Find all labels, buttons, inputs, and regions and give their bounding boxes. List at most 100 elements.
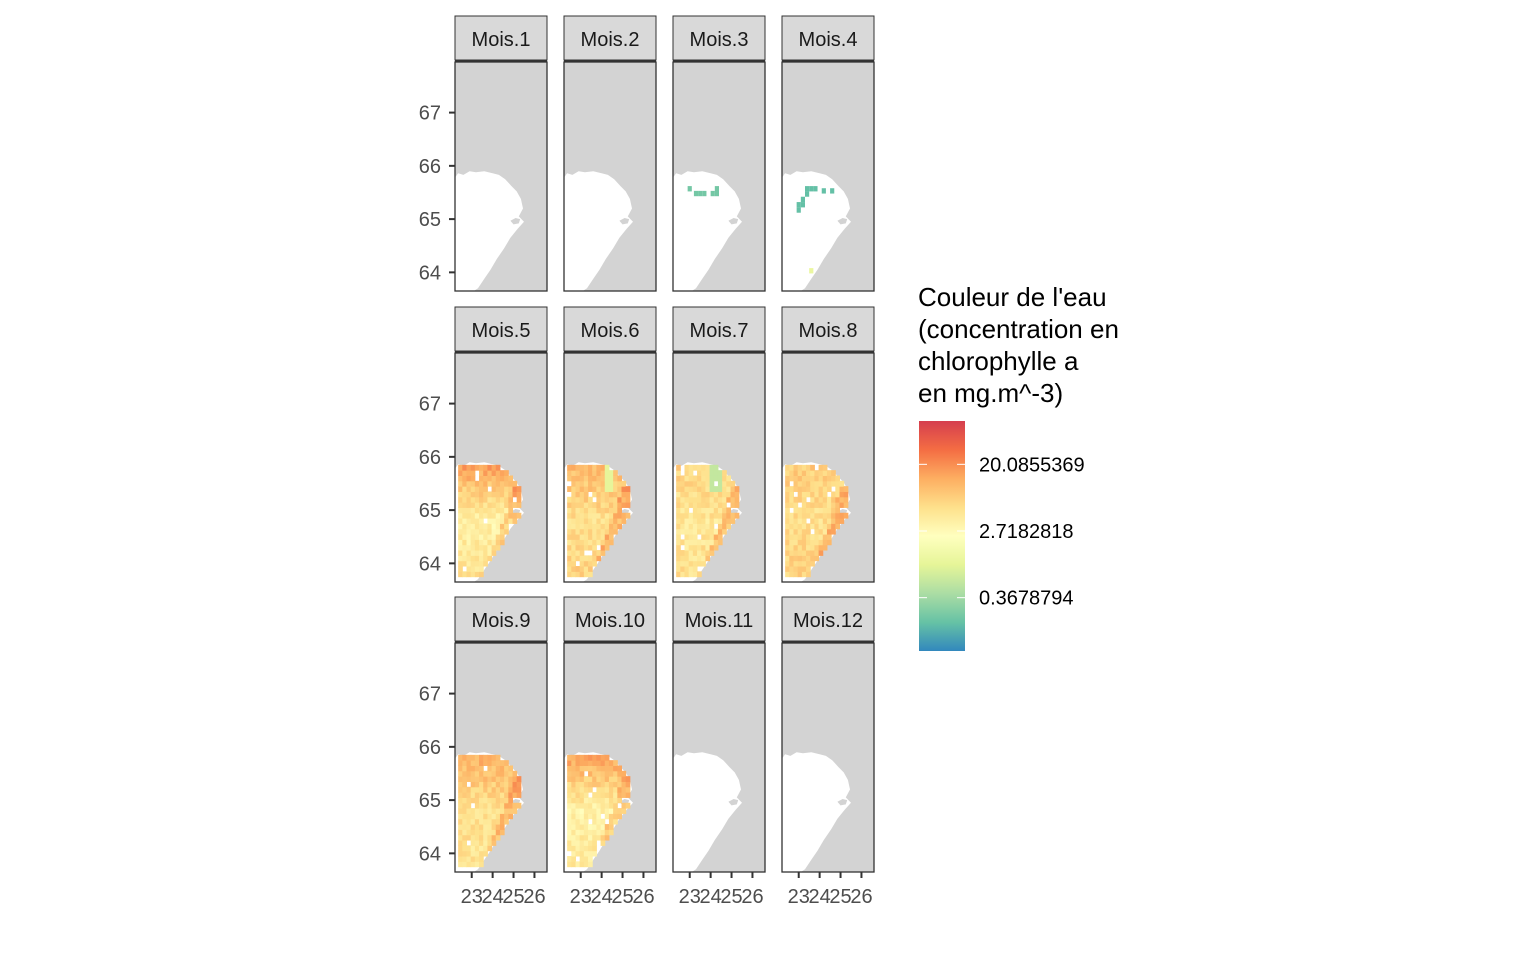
chlorophyll-cell	[462, 760, 467, 766]
chlorophyll-cell	[462, 765, 467, 772]
chlorophyll-cell	[717, 512, 723, 519]
chlorophyll-cell	[801, 539, 807, 546]
chlorophyll-cell	[470, 850, 476, 857]
chlorophyll-cell	[789, 475, 794, 482]
chlorophyll-cell	[621, 486, 627, 492]
chlorophyll-cell	[793, 507, 799, 514]
chlorophyll-cell	[592, 770, 597, 777]
chlorophyll-cell	[814, 555, 820, 562]
chlorophyll-cell	[789, 470, 794, 476]
panel-border	[454, 642, 548, 873]
chlorophyll-cell	[710, 190, 715, 197]
chlorophyll-cell	[575, 571, 581, 578]
chlorophyll-cell	[487, 818, 493, 825]
chlorophyll-cell	[600, 808, 606, 814]
chlorophyll-cell	[588, 544, 593, 551]
chlorophyll-cell	[466, 475, 472, 482]
chlorophyll-cell	[800, 196, 805, 203]
chlorophyll-cell	[479, 845, 484, 852]
chlorophyll-cell	[491, 486, 497, 492]
chlorophyll-cell	[818, 550, 824, 556]
chlorophyll-cell	[688, 470, 694, 476]
chlorophyll-cell	[567, 534, 572, 540]
chlorophyll-cell	[516, 496, 522, 503]
chlorophyll-cell	[604, 502, 610, 508]
chlorophyll-cell	[588, 534, 593, 540]
chlorophyll-cell	[613, 496, 618, 503]
chlorophyll-cell	[495, 760, 501, 766]
legend-break-label: 2.7182818	[979, 521, 1074, 543]
chlorophyll-cell	[491, 544, 497, 551]
chlorophyll-cell	[826, 470, 832, 476]
chlorophyll-cell	[504, 818, 509, 825]
chlorophyll-cell	[571, 555, 576, 562]
chlorophyll-cell	[575, 539, 581, 546]
chlorophyll-cell	[797, 544, 803, 551]
chlorophyll-cell	[793, 534, 799, 540]
chlorophyll-cell	[821, 188, 826, 194]
chlorophyll-cell	[692, 571, 698, 578]
chlorophyll-cell	[512, 518, 518, 524]
chlorophyll-cell	[458, 845, 463, 852]
chlorophyll-cell	[604, 824, 610, 830]
x-tick-label: 25	[720, 886, 742, 908]
chlorophyll-cell	[596, 792, 602, 798]
chlorophyll-cell	[491, 824, 497, 830]
panel-border	[563, 352, 657, 583]
chlorophyll-cell	[680, 480, 685, 487]
chlorophyll-cell	[571, 802, 576, 809]
chlorophyll-cell	[835, 491, 840, 498]
facet-strip-label: Mois.6	[581, 320, 640, 342]
chlorophyll-cell	[575, 528, 581, 535]
chlorophyll-cell	[495, 470, 501, 476]
chlorophyll-cell	[688, 544, 694, 551]
chlorophyll-cell	[801, 475, 807, 482]
chlorophyll-cell	[801, 566, 807, 572]
chlorophyll-cell	[697, 539, 702, 546]
chlorophyll-cell	[608, 470, 614, 476]
chlorophyll-cell	[839, 491, 845, 498]
chlorophyll-cell	[839, 502, 845, 508]
chlorophyll-cell	[588, 528, 593, 535]
x-tick-label: 26	[741, 886, 763, 908]
chlorophyll-cell	[592, 480, 597, 487]
chlorophyll-cell	[701, 475, 706, 482]
chlorophyll-cell	[692, 502, 698, 508]
chlorophyll-cell	[613, 502, 618, 508]
chlorophyll-cell	[818, 539, 824, 546]
chlorophyll-cell	[479, 550, 484, 556]
chlorophyll-cell	[596, 486, 602, 492]
chlorophyll-cell	[592, 464, 597, 471]
chlorophyll-cell	[588, 856, 593, 862]
chlorophyll-cell	[567, 539, 572, 546]
chlorophyll-cell	[608, 480, 614, 487]
chlorophyll-cell	[801, 512, 807, 519]
chlorophyll-cell	[487, 534, 493, 540]
chlorophyll-cell	[717, 486, 723, 492]
facet-strip	[563, 15, 657, 61]
chlorophyll-cell	[801, 518, 807, 524]
chlorophyll-cell	[466, 850, 472, 857]
chlorophyll-cell	[801, 470, 807, 476]
chlorophyll-cell	[508, 502, 513, 508]
chlorophyll-cell	[789, 544, 794, 551]
chlorophyll-cell	[600, 776, 606, 782]
facet-strip-label: Mois.9	[472, 610, 531, 632]
chlorophyll-cell	[571, 539, 576, 546]
chlorophyll-cell	[684, 507, 690, 514]
chlorophyll-cell	[462, 797, 467, 804]
chlorophyll-cell	[491, 792, 497, 798]
chlorophyll-cell	[512, 486, 518, 492]
chlorophyll-cell	[466, 496, 472, 503]
chlorophyll-cell	[504, 507, 509, 514]
chlorophyll-cell	[483, 824, 488, 830]
chlorophyll-cell	[583, 840, 589, 846]
chlorophyll-cell	[579, 813, 585, 820]
chlorophyll-cell	[479, 544, 484, 551]
chlorophyll-cell	[583, 765, 589, 772]
chlorophyll-cell	[822, 480, 828, 487]
chlorophyll-cell	[495, 507, 501, 514]
chlorophyll-cell	[483, 786, 488, 793]
chlorophyll-cell	[688, 550, 694, 556]
chlorophyll-cell	[734, 496, 740, 503]
